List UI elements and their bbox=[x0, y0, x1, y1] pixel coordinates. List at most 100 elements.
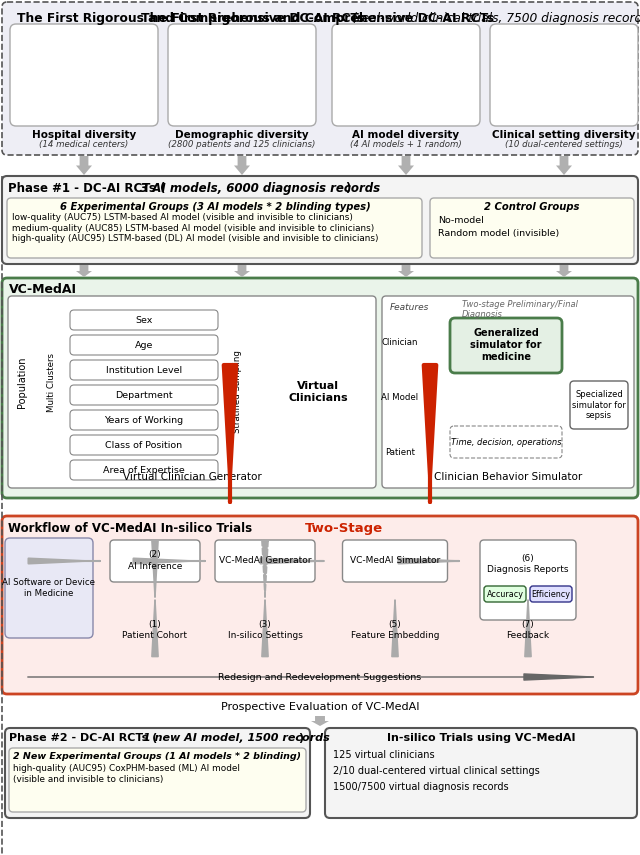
FancyBboxPatch shape bbox=[430, 198, 634, 258]
FancyBboxPatch shape bbox=[382, 296, 634, 488]
Text: Virtual Clinician Generator: Virtual Clinician Generator bbox=[123, 472, 261, 482]
Polygon shape bbox=[311, 716, 329, 726]
Text: Specialized
simulator for
sepsis: Specialized simulator for sepsis bbox=[572, 390, 626, 420]
Text: Hospital diversity: Hospital diversity bbox=[32, 130, 136, 140]
FancyBboxPatch shape bbox=[2, 278, 638, 498]
Text: 6 Experimental Groups (3 AI models * 2 blinding types): 6 Experimental Groups (3 AI models * 2 b… bbox=[60, 202, 371, 212]
Text: Feature Embedding: Feature Embedding bbox=[351, 631, 439, 640]
Text: (4 AI models + 1 random): (4 AI models + 1 random) bbox=[350, 140, 462, 149]
FancyBboxPatch shape bbox=[110, 540, 200, 582]
Text: VC-MedAI: VC-MedAI bbox=[9, 283, 77, 296]
Text: Accuracy: Accuracy bbox=[486, 589, 524, 598]
FancyBboxPatch shape bbox=[570, 381, 628, 429]
Text: Years of Working: Years of Working bbox=[104, 416, 184, 424]
Text: 125 virtual clinicians: 125 virtual clinicians bbox=[333, 750, 435, 760]
FancyBboxPatch shape bbox=[5, 538, 93, 638]
Text: Workflow of VC-MedAI In-silico Trials: Workflow of VC-MedAI In-silico Trials bbox=[8, 522, 252, 535]
Text: Patient: Patient bbox=[385, 448, 415, 457]
Text: AI model diversity: AI model diversity bbox=[353, 130, 460, 140]
Text: Feedback: Feedback bbox=[506, 631, 550, 640]
Text: Age: Age bbox=[135, 340, 153, 350]
Text: Stratified Sampling: Stratified Sampling bbox=[234, 351, 243, 433]
FancyBboxPatch shape bbox=[215, 540, 315, 582]
Text: VC-MedAI Simulator: VC-MedAI Simulator bbox=[350, 556, 440, 564]
Text: No-model: No-model bbox=[438, 216, 484, 225]
FancyBboxPatch shape bbox=[490, 24, 638, 126]
Text: Multi Clusters: Multi Clusters bbox=[47, 352, 56, 411]
FancyBboxPatch shape bbox=[342, 540, 447, 582]
Text: (3): (3) bbox=[259, 620, 271, 629]
Text: In-silico Settings: In-silico Settings bbox=[228, 631, 303, 640]
Text: (real-world clinical trials, 7500 diagnosis records): (real-world clinical trials, 7500 diagno… bbox=[352, 12, 640, 25]
Polygon shape bbox=[398, 265, 414, 277]
Text: Population: Population bbox=[17, 357, 27, 408]
FancyBboxPatch shape bbox=[168, 24, 316, 126]
Text: Virtual
Clinicians: Virtual Clinicians bbox=[288, 381, 348, 403]
Text: AI Inference: AI Inference bbox=[128, 562, 182, 571]
Text: Clinician Behavior Simulator: Clinician Behavior Simulator bbox=[434, 472, 582, 482]
Text: high-quality (AUC95) LSTM-based (DL) AI model (visible and invisible to clinicia: high-quality (AUC95) LSTM-based (DL) AI … bbox=[12, 234, 378, 243]
FancyBboxPatch shape bbox=[7, 198, 422, 258]
FancyBboxPatch shape bbox=[480, 540, 576, 620]
Text: Time, decision, operations: Time, decision, operations bbox=[451, 438, 561, 446]
Text: high-quality (AUC95) CoxPHM-based (ML) AI model: high-quality (AUC95) CoxPHM-based (ML) A… bbox=[13, 764, 240, 773]
Polygon shape bbox=[556, 265, 572, 277]
FancyBboxPatch shape bbox=[70, 410, 218, 430]
Text: Features: Features bbox=[390, 303, 429, 312]
Text: (14 medical centers): (14 medical centers) bbox=[40, 140, 129, 149]
Text: Efficiency: Efficiency bbox=[531, 589, 570, 598]
Text: Clinician: Clinician bbox=[381, 338, 419, 347]
Text: 2 Control Groups: 2 Control Groups bbox=[484, 202, 580, 212]
FancyBboxPatch shape bbox=[70, 335, 218, 355]
Text: In-silico Trials using VC-MedAI: In-silico Trials using VC-MedAI bbox=[387, 733, 575, 743]
FancyBboxPatch shape bbox=[450, 426, 562, 458]
FancyBboxPatch shape bbox=[70, 360, 218, 380]
Text: (5): (5) bbox=[388, 620, 401, 629]
Text: Phase #2 - DC-AI RCTs (: Phase #2 - DC-AI RCTs ( bbox=[9, 733, 157, 743]
Text: medium-quality (AUC85) LSTM-based AI model (visible and invisible to clinicians): medium-quality (AUC85) LSTM-based AI mod… bbox=[12, 223, 374, 233]
Text: Clinical setting diversity: Clinical setting diversity bbox=[492, 130, 636, 140]
FancyBboxPatch shape bbox=[70, 310, 218, 330]
Text: 3 AI models, 6000 diagnosis records: 3 AI models, 6000 diagnosis records bbox=[140, 182, 380, 195]
FancyBboxPatch shape bbox=[9, 748, 306, 812]
Text: 1500/7500 virtual diagnosis records: 1500/7500 virtual diagnosis records bbox=[333, 782, 509, 792]
Text: ): ) bbox=[298, 733, 303, 743]
Text: Prospective Evaluation of VC-MedAI: Prospective Evaluation of VC-MedAI bbox=[221, 702, 419, 712]
Text: Department: Department bbox=[115, 391, 173, 399]
Text: Area of Expertise: Area of Expertise bbox=[103, 465, 185, 475]
Text: Diagnosis Reports: Diagnosis Reports bbox=[487, 565, 569, 574]
Text: Two-stage Preliminary/Final
Diagnosis: Two-stage Preliminary/Final Diagnosis bbox=[462, 300, 578, 320]
FancyBboxPatch shape bbox=[450, 318, 562, 373]
FancyBboxPatch shape bbox=[325, 728, 637, 818]
Text: ): ) bbox=[345, 182, 350, 195]
Text: (2800 patients and 125 clinicians): (2800 patients and 125 clinicians) bbox=[168, 140, 316, 149]
Text: low-quality (AUC75) LSTM-based AI model (visible and invisible to clinicians): low-quality (AUC75) LSTM-based AI model … bbox=[12, 213, 353, 222]
FancyBboxPatch shape bbox=[2, 516, 638, 694]
Text: 2 New Experimental Groups (1 AI models * 2 blinding): 2 New Experimental Groups (1 AI models *… bbox=[13, 752, 301, 761]
Text: (7): (7) bbox=[522, 620, 534, 629]
Text: (6): (6) bbox=[522, 554, 534, 563]
Polygon shape bbox=[234, 156, 250, 175]
Text: Patient Cohort: Patient Cohort bbox=[122, 631, 188, 640]
Text: The First Rigorous and Comprehensive DC-AI RCTs: The First Rigorous and Comprehensive DC-… bbox=[17, 12, 369, 25]
Text: (2): (2) bbox=[148, 550, 161, 559]
Text: 2/10 dual-centered virtual clinical settings: 2/10 dual-centered virtual clinical sett… bbox=[333, 766, 540, 776]
Text: 1 new AI model, 1500 records: 1 new AI model, 1500 records bbox=[143, 733, 330, 743]
FancyBboxPatch shape bbox=[5, 728, 310, 818]
Text: Demographic diversity: Demographic diversity bbox=[175, 130, 309, 140]
Text: Institution Level: Institution Level bbox=[106, 365, 182, 374]
Text: (10 dual-centered settings): (10 dual-centered settings) bbox=[505, 140, 623, 149]
Text: Redesign and Redevelopment Suggestions: Redesign and Redevelopment Suggestions bbox=[218, 673, 422, 681]
FancyBboxPatch shape bbox=[2, 2, 638, 155]
FancyBboxPatch shape bbox=[70, 460, 218, 480]
Polygon shape bbox=[556, 156, 572, 175]
Text: Two-Stage: Two-Stage bbox=[305, 522, 383, 535]
Text: VC-MedAI Generator: VC-MedAI Generator bbox=[219, 556, 311, 564]
FancyBboxPatch shape bbox=[2, 176, 638, 264]
Text: Phase #1 - DC-AI RCTs (: Phase #1 - DC-AI RCTs ( bbox=[8, 182, 165, 195]
Polygon shape bbox=[76, 156, 92, 175]
Polygon shape bbox=[76, 265, 92, 277]
FancyBboxPatch shape bbox=[8, 296, 376, 488]
FancyBboxPatch shape bbox=[484, 586, 526, 602]
Text: (visible and invisible to clinicians): (visible and invisible to clinicians) bbox=[13, 775, 163, 784]
